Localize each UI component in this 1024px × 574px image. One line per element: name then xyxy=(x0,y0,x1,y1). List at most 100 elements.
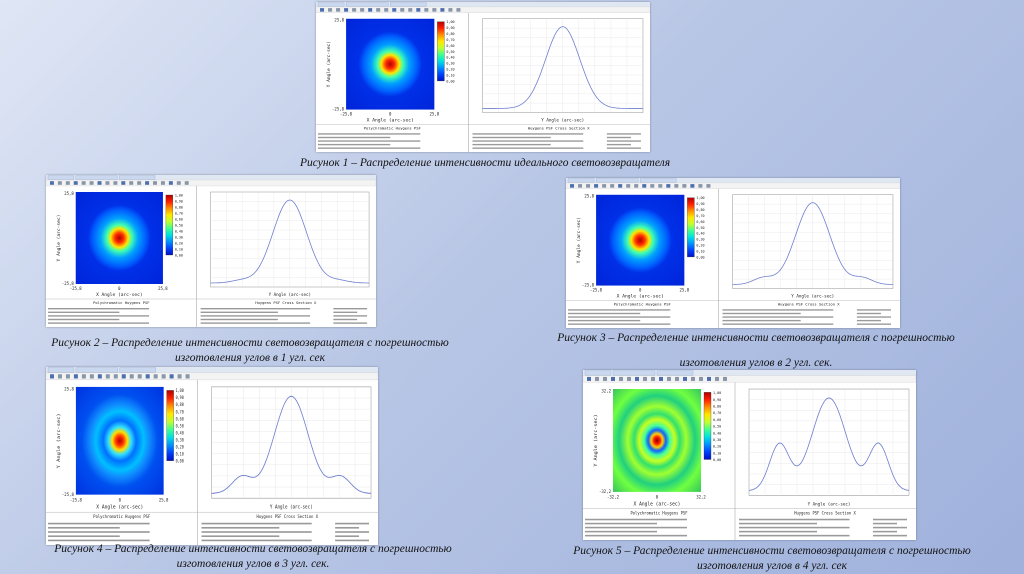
toolbar-icon xyxy=(121,181,126,185)
toolbar-icon xyxy=(328,8,333,12)
colorbar-tick-label: 0,40 xyxy=(175,229,183,233)
figure-screenshot: 1,00 0,90 0,80 0,70 0,60 0,50 0,40 0,30 0,20 0,10… xyxy=(583,370,916,540)
info-text-line xyxy=(585,526,687,529)
info-text-line xyxy=(318,133,421,135)
cross-x-label: Y Angle (arc-sec) xyxy=(541,117,584,122)
colorbar-tick-label: 0,60 xyxy=(176,417,184,421)
toolbar-icon xyxy=(642,184,647,188)
info-text-line xyxy=(606,143,631,146)
psf-axis-min: -25,8 xyxy=(332,107,345,112)
toolbar-icon xyxy=(184,181,189,185)
tab-bar xyxy=(316,2,650,7)
info-text-line xyxy=(335,539,370,542)
colorbar-tick-label: 0,40 xyxy=(176,431,184,435)
toolbar-icon xyxy=(57,181,62,185)
tab xyxy=(567,178,595,183)
toolbar-icon xyxy=(682,184,687,188)
cross-title: Huygens PSF Cross Section X xyxy=(778,301,840,306)
info-text-line xyxy=(722,309,834,311)
toolbar-icon xyxy=(707,376,711,381)
colorbar-tick-label: 0,90 xyxy=(713,398,721,402)
toolbar-icon xyxy=(113,374,118,379)
info-text-line xyxy=(201,522,312,525)
colorbar-tick-label: 0,80 xyxy=(175,205,183,209)
caption-line: Рисунок 4 – Распределение интенсивности … xyxy=(54,543,452,555)
colorbar-tick-label: 0,80 xyxy=(713,404,721,408)
toolbar-icon xyxy=(169,374,174,379)
toolbar-icon xyxy=(578,184,583,188)
info-text-line xyxy=(856,323,891,325)
toolbar-icon xyxy=(160,181,165,185)
colorbar-tick-label: 0,60 xyxy=(696,220,704,224)
psf-axis-min: -25,8 xyxy=(62,492,74,498)
psf-axis-max-x: 32,2 xyxy=(696,494,706,499)
info-text-line xyxy=(585,534,687,537)
info-text-line xyxy=(722,319,801,322)
psf-y-label: Y Angle (arc-sec) xyxy=(326,41,332,87)
colorbar-tick-label: 1,00 xyxy=(446,20,454,24)
toolbar-icon xyxy=(89,374,94,379)
colorbar xyxy=(437,21,445,82)
colorbar-tick-label: 0,50 xyxy=(175,223,183,227)
info-text-line xyxy=(47,531,150,533)
info-text-line xyxy=(335,531,370,533)
colorbar-tick-label: 0,80 xyxy=(446,32,454,36)
tab xyxy=(119,175,156,180)
psf-heatmap xyxy=(75,192,163,284)
colorbar-tick-label: 0,60 xyxy=(175,217,183,221)
info-text-line xyxy=(856,312,881,315)
info-text-line xyxy=(873,526,907,529)
info-text-line xyxy=(318,136,391,139)
colorbar-tick-label: 0,20 xyxy=(696,244,704,248)
toolbar xyxy=(583,375,916,383)
psf-axis-max: 32,2 xyxy=(601,388,611,393)
figure-screenshot: 1,00 0,90 0,80 0,70 0,60 0,50 0,40 0,30 0,20 0,10… xyxy=(566,178,900,328)
cross-title: Huygens PSF Cross Section X xyxy=(794,510,856,515)
toolbar-icon xyxy=(440,8,445,12)
colorbar-tick-label: 1,00 xyxy=(696,196,704,200)
psf-axis-max: 25,8 xyxy=(64,191,74,196)
colorbar-tick-label: 0,30 xyxy=(713,438,721,442)
toolbar-icon xyxy=(570,184,575,188)
info-text-line xyxy=(472,140,584,142)
colorbar-tick-label: 0,70 xyxy=(176,410,184,414)
psf-x-label: X Angle (arc-sec) xyxy=(96,504,143,510)
colorbar xyxy=(687,197,695,258)
info-text-line xyxy=(856,309,891,311)
psf-axis-min: -25,8 xyxy=(582,283,595,288)
colorbar-tick-label: 0,00 xyxy=(713,458,721,462)
colorbar-tick-label: 0,50 xyxy=(696,226,704,230)
psf-heatmap xyxy=(596,194,685,286)
info-text-line xyxy=(568,319,641,322)
info-text-line xyxy=(47,311,120,313)
psf-y-label: Y Angle (arc-sec) xyxy=(593,414,599,466)
info-text-line xyxy=(333,315,368,317)
cross-x-label: Y Angle (arc-sec) xyxy=(808,501,851,507)
psf-title: Polychromatic Huygens PSF xyxy=(93,514,150,519)
info-text-line xyxy=(472,133,584,135)
toolbar-icon xyxy=(352,8,357,12)
psf-y-label: Y Angle (arc-sec) xyxy=(56,413,62,468)
figure-caption: Рисунок 5 – Распределение интенсивности … xyxy=(573,544,970,574)
caption-line: изготовления углов в 2 угл. сек. xyxy=(679,357,833,369)
colorbar-tick-label: 0,40 xyxy=(696,232,704,236)
info-text-line xyxy=(873,534,907,537)
colorbar-tick-label: 0,90 xyxy=(696,202,704,206)
toolbar-icon xyxy=(97,374,102,379)
toolbar-icon xyxy=(683,376,687,381)
toolbar-icon xyxy=(376,8,381,12)
caption-line: изготовления углов в 3 угл. сек. xyxy=(176,558,330,570)
info-text-line xyxy=(201,531,312,533)
info-text-line xyxy=(472,143,551,146)
colorbar-tick-label: 0,90 xyxy=(176,396,184,400)
psf-title: Polychromatic Huygens PSF xyxy=(364,125,422,130)
tab xyxy=(75,175,118,180)
tab xyxy=(47,367,75,373)
info-text-line xyxy=(606,140,641,142)
colorbar xyxy=(166,390,174,461)
info-text-line xyxy=(568,316,671,318)
toolbar-icon xyxy=(690,184,695,188)
toolbar-icon xyxy=(626,184,631,188)
toolbar xyxy=(46,179,376,187)
cross-title: Huygens PSF Cross Section X xyxy=(255,300,317,305)
